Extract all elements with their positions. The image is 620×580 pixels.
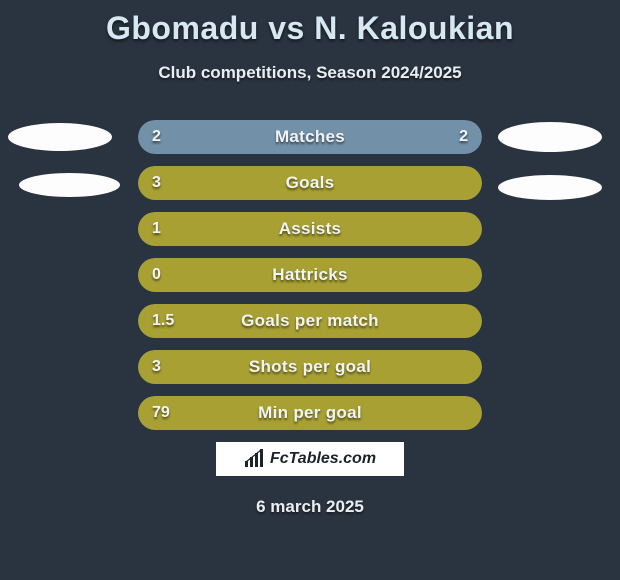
stat-value-left: 0 (152, 258, 161, 292)
stat-row: Hattricks0 (138, 258, 482, 292)
stat-label: Matches (138, 120, 482, 154)
stat-row: Min per goal79 (138, 396, 482, 430)
page-title: Gbomadu vs N. Kaloukian (0, 0, 620, 47)
stat-label: Min per goal (138, 396, 482, 430)
stat-row: Assists1 (138, 212, 482, 246)
logo-text: FcTables.com (270, 450, 376, 468)
stat-label: Assists (138, 212, 482, 246)
footer-date: 6 march 2025 (0, 497, 620, 517)
stat-value-left: 2 (152, 120, 161, 154)
stat-value-left: 3 (152, 166, 161, 200)
stat-row: Goals per match1.5 (138, 304, 482, 338)
stat-value-left: 79 (152, 396, 170, 430)
stat-label: Goals (138, 166, 482, 200)
stat-label: Shots per goal (138, 350, 482, 384)
stat-label: Goals per match (138, 304, 482, 338)
stats-rows: Matches22Goals3Assists1Hattricks0Goals p… (0, 120, 620, 442)
page-subtitle: Club competitions, Season 2024/2025 (0, 63, 620, 83)
chart-icon (244, 449, 266, 469)
stat-row: Matches2 2 (138, 120, 482, 154)
stat-value-left: 1.5 (152, 304, 174, 338)
stat-value-left: 3 (152, 350, 161, 384)
stat-label: Hattricks (138, 258, 482, 292)
stat-value-right: 2 (459, 120, 468, 154)
stat-row: Shots per goal3 (138, 350, 482, 384)
stat-value-left: 1 (152, 212, 161, 246)
stat-row: Goals3 (138, 166, 482, 200)
logo-box: FcTables.com (215, 441, 405, 477)
